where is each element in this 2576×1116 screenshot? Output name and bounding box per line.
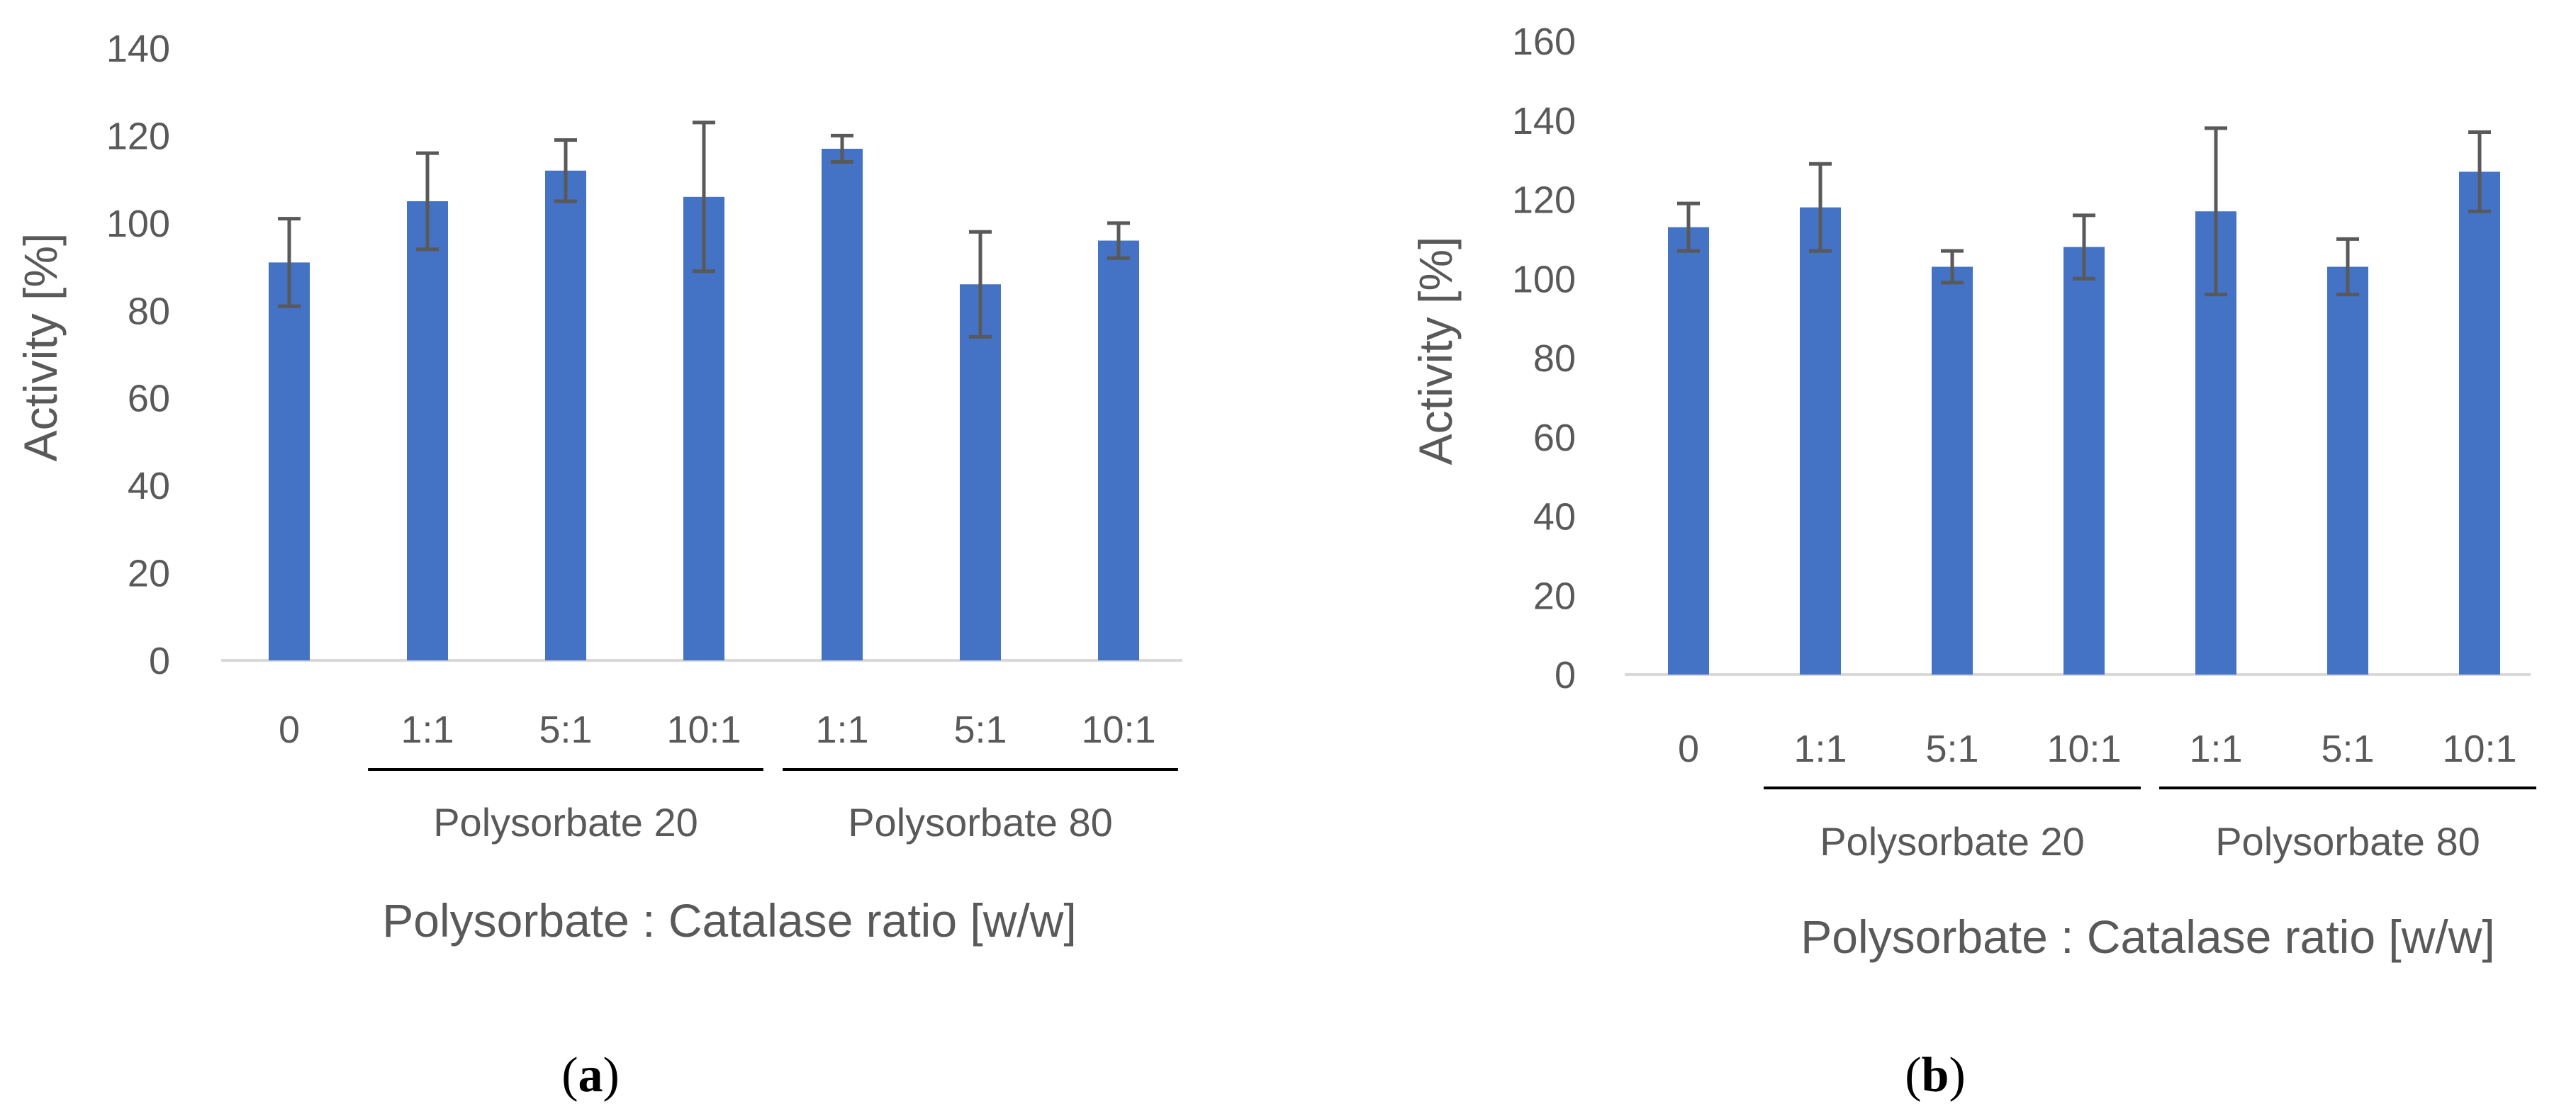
y-axis-title-a: Activity [%] bbox=[14, 233, 67, 462]
x-tick-label: 0 bbox=[279, 709, 300, 751]
error-bar bbox=[1107, 221, 1130, 260]
bar bbox=[2327, 266, 2368, 675]
y-tick-label: 140 bbox=[106, 28, 170, 70]
y-tick-label: 120 bbox=[106, 115, 170, 157]
x-axis-title-b: Polysorbate : Catalase ratio [w/w] bbox=[1801, 911, 2494, 963]
bars-b bbox=[1668, 126, 2500, 675]
error-bar bbox=[1677, 201, 1700, 253]
bar bbox=[1932, 266, 1973, 675]
bar bbox=[1668, 227, 1709, 675]
group-brackets-b: Polysorbate 20 Polysorbate 80 bbox=[1764, 787, 2536, 864]
bar bbox=[269, 262, 310, 660]
panel-label-b: (b) bbox=[1905, 1048, 1966, 1103]
group-label: Polysorbate 20 bbox=[1820, 819, 2085, 864]
x-tick-label: 5:1 bbox=[1925, 728, 1978, 770]
x-tick-label: 10:1 bbox=[2442, 728, 2516, 770]
error-bar bbox=[831, 133, 853, 164]
y-tick-label: 0 bbox=[1555, 654, 1576, 697]
x-tick-label: 1:1 bbox=[1793, 728, 1847, 770]
group-label: Polysorbate 80 bbox=[2215, 819, 2480, 864]
y-tick-label: 40 bbox=[1533, 496, 1576, 539]
bar bbox=[1098, 240, 1139, 660]
group-label: Polysorbate 80 bbox=[848, 800, 1113, 845]
error-bar bbox=[2073, 213, 2095, 281]
bar bbox=[683, 196, 724, 660]
y-tick-label: 80 bbox=[1533, 337, 1576, 380]
x-tick-label: 1:1 bbox=[815, 709, 868, 751]
y-tick-label: 100 bbox=[1512, 258, 1576, 300]
y-tick-label: 60 bbox=[128, 378, 170, 420]
bar bbox=[822, 148, 863, 660]
bar bbox=[2459, 171, 2500, 675]
error-bar bbox=[278, 217, 301, 308]
y-tick-label: 20 bbox=[128, 553, 170, 595]
bar bbox=[545, 170, 586, 661]
chart-panel-a: Activity [%] 0 20 40 60 80 100 120 140 0 1:1 5:1 1… bbox=[14, 28, 1182, 1103]
error-bar bbox=[1941, 249, 1964, 285]
y-tick-label: 80 bbox=[128, 290, 170, 332]
error-bar bbox=[2336, 237, 2359, 297]
x-axis-title-a: Polysorbate : Catalase ratio [w/w] bbox=[382, 894, 1076, 947]
y-axis-ticks-b: 0 20 40 60 80 100 120 140 160 bbox=[1512, 21, 1576, 697]
x-axis-ticks-b: 0 1:1 5:1 10:1 1:1 5:1 10:1 bbox=[1678, 728, 2517, 770]
x-tick-label: 1:1 bbox=[2189, 728, 2242, 770]
x-tick-label: 5:1 bbox=[953, 709, 1007, 751]
y-axis-title-b: Activity [%] bbox=[1409, 237, 1462, 466]
y-tick-label: 100 bbox=[106, 203, 170, 245]
y-tick-label: 40 bbox=[128, 465, 170, 507]
bar bbox=[960, 284, 1001, 660]
bars-a bbox=[269, 120, 1139, 661]
error-bar bbox=[969, 230, 992, 339]
bar bbox=[407, 201, 448, 660]
panel-label-a: (a) bbox=[561, 1048, 620, 1103]
y-axis-ticks-a: 0 20 40 60 80 100 120 140 bbox=[106, 28, 170, 682]
x-tick-label: 5:1 bbox=[2321, 728, 2374, 770]
error-bar bbox=[2468, 130, 2491, 213]
x-axis-ticks-a: 0 1:1 5:1 10:1 1:1 5:1 10:1 bbox=[279, 709, 1156, 751]
y-tick-label: 60 bbox=[1533, 417, 1576, 459]
error-bar bbox=[416, 151, 439, 252]
x-tick-label: 10:1 bbox=[2046, 728, 2121, 770]
chart-panel-b: Activity [%] 0 20 40 60 80 100 120 140 160 0 1:1 5… bbox=[1409, 21, 2536, 1103]
error-bar bbox=[554, 138, 577, 203]
x-tick-label: 10:1 bbox=[666, 709, 741, 751]
bar bbox=[2063, 247, 2105, 675]
y-tick-label: 140 bbox=[1512, 100, 1576, 142]
error-bar bbox=[2205, 126, 2227, 297]
y-tick-label: 120 bbox=[1512, 179, 1576, 222]
x-tick-label: 5:1 bbox=[539, 709, 592, 751]
error-bar bbox=[1809, 162, 1832, 253]
group-label: Polysorbate 20 bbox=[433, 800, 698, 845]
group-brackets-a: Polysorbate 20 Polysorbate 80 bbox=[368, 768, 1178, 845]
bar bbox=[1800, 207, 1841, 675]
error-bar bbox=[693, 120, 715, 274]
y-tick-label: 0 bbox=[149, 640, 170, 682]
y-tick-label: 160 bbox=[1512, 21, 1576, 63]
y-tick-label: 20 bbox=[1533, 575, 1576, 617]
x-tick-label: 10:1 bbox=[1081, 709, 1155, 751]
x-tick-label: 1:1 bbox=[401, 709, 454, 751]
x-tick-label: 0 bbox=[1678, 728, 1699, 770]
